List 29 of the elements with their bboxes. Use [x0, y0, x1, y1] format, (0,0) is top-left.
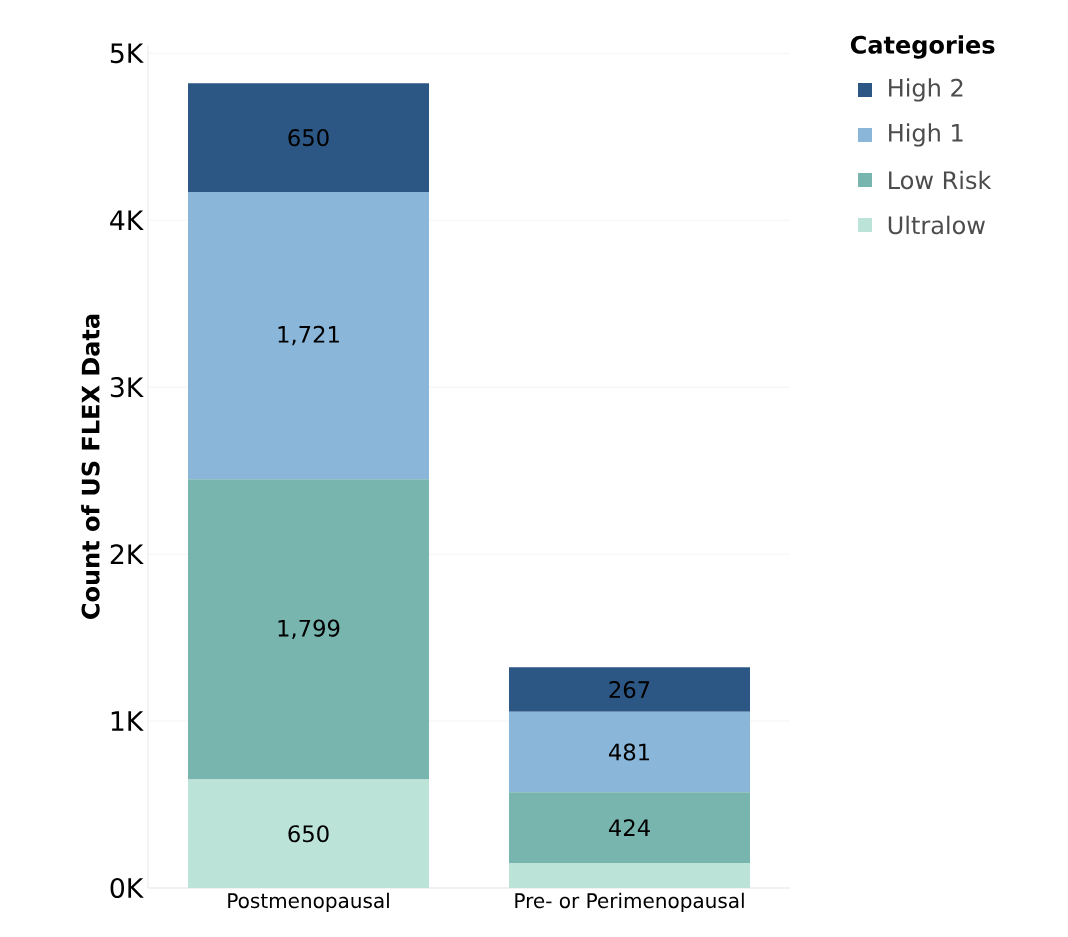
bar [188, 83, 429, 192]
data-label: 267 [609, 681, 650, 699]
data-label: 650 [288, 825, 329, 843]
legend-title: Categories [850, 35, 995, 59]
data-label: 650 [288, 129, 329, 147]
legend-label: Ultralow [888, 215, 985, 235]
bar [188, 191, 429, 480]
data-label: 1,721 [278, 325, 339, 346]
x-tick-label: Postmenopausal [228, 892, 389, 913]
y-axis-title: Count of US FLEX Data [81, 314, 100, 619]
bar [509, 862, 750, 888]
data-label: 424 [608, 819, 650, 836]
y-tick-label: 0K [110, 877, 144, 899]
bar [188, 479, 429, 780]
bar [509, 667, 750, 712]
y-tick-label: 5K [110, 43, 144, 64]
bar [188, 779, 429, 888]
y-tick-label: 1K [111, 711, 144, 731]
data-label: 1,799 [278, 619, 340, 640]
x-tick-label: Pre- or Perimenopausal [515, 892, 744, 913]
y-tick-label: 4K [110, 210, 144, 230]
legend-label: High 2 [889, 78, 963, 102]
y-tick-label: 3K [110, 377, 144, 398]
bar [509, 792, 750, 863]
legend-label: Low Risk [889, 170, 992, 190]
legend-label: High 1 [889, 123, 963, 147]
data-label: 481 [608, 743, 650, 761]
bar [509, 711, 750, 793]
y-tick-label: 2K [110, 544, 144, 565]
